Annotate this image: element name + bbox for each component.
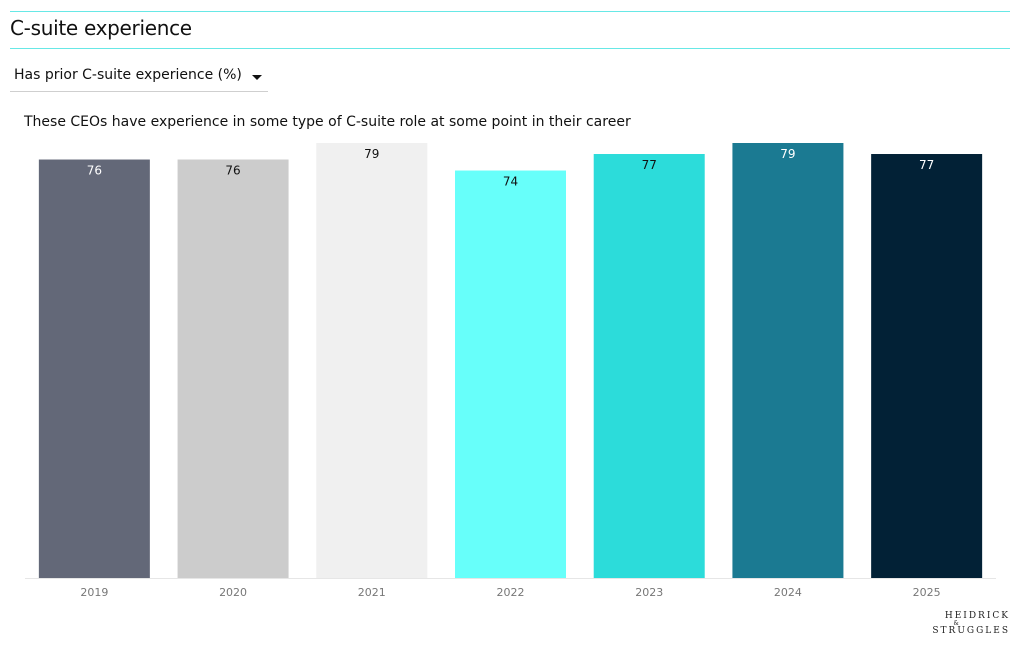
data-label-2023: 77 xyxy=(642,158,657,172)
bar-2019[interactable] xyxy=(38,159,150,578)
x-tick-label-2021: 2021 xyxy=(358,586,386,599)
page-title: C-suite experience xyxy=(10,16,192,40)
x-tick-label-2024: 2024 xyxy=(774,586,802,599)
metric-dropdown-value: Has prior C-suite experience (%) xyxy=(14,67,242,83)
x-tick-label-2025: 2025 xyxy=(913,586,941,599)
bar-2024[interactable] xyxy=(732,143,844,578)
logo-line-1: HEIDRICK xyxy=(944,611,1010,621)
x-tick-label-2019: 2019 xyxy=(80,586,108,599)
data-label-2025: 77 xyxy=(919,158,934,172)
bar-2020[interactable] xyxy=(177,159,289,578)
data-label-2020: 76 xyxy=(225,164,240,178)
logo-ampersand: & xyxy=(953,620,959,627)
bar-2021[interactable] xyxy=(316,143,428,578)
bar-2025[interactable] xyxy=(871,154,983,578)
metric-dropdown[interactable]: Has prior C-suite experience (%) xyxy=(10,64,268,92)
data-label-2024: 79 xyxy=(780,147,795,161)
x-tick-label-2022: 2022 xyxy=(497,586,525,599)
x-tick-label-2020: 2020 xyxy=(219,586,247,599)
data-label-2021: 79 xyxy=(364,147,379,161)
header-bottom-rule xyxy=(10,48,1010,49)
data-label-2022: 74 xyxy=(503,175,518,189)
caret-down-icon xyxy=(252,75,262,80)
bar-2023[interactable] xyxy=(593,154,705,578)
bar-2022[interactable] xyxy=(455,170,566,578)
company-logo: HEIDRICK & STRUGGLES xyxy=(932,612,1010,636)
logo-line-2: STRUGGLES xyxy=(932,626,1010,636)
header-top-rule xyxy=(10,11,1010,12)
data-label-2019: 76 xyxy=(87,164,102,178)
chart-subtitle: These CEOs have experience in some type … xyxy=(24,114,631,130)
x-tick-label-2023: 2023 xyxy=(635,586,663,599)
